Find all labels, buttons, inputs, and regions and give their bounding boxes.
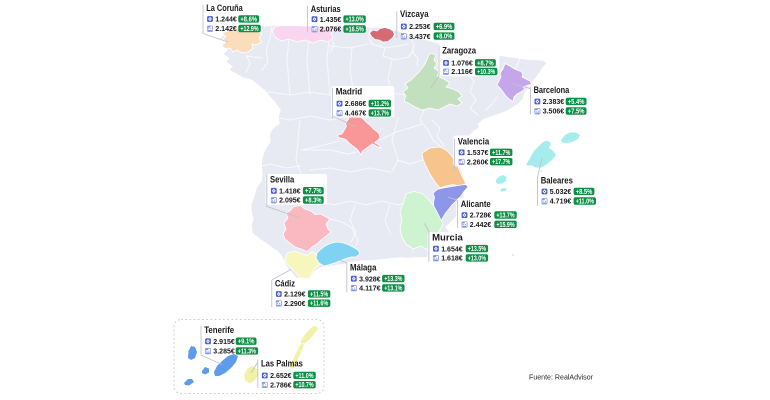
svg-text:2.383€: 2.383€	[543, 97, 565, 106]
svg-text:Asturias: Asturias	[311, 4, 341, 14]
svg-text:+11.2%: +11.2%	[371, 99, 390, 108]
svg-text:2.915€: 2.915€	[213, 337, 235, 346]
svg-text:+13.7%: +13.7%	[496, 211, 515, 220]
svg-text:2.142€: 2.142€	[215, 24, 237, 33]
svg-text:Zaragoza: Zaragoza	[442, 46, 476, 56]
svg-text:1.537€: 1.537€	[467, 148, 489, 157]
svg-text:+12.9%: +12.9%	[240, 24, 259, 33]
svg-text:+8.3%: +8.3%	[305, 196, 322, 205]
svg-text:+13.3%: +13.3%	[384, 274, 403, 283]
svg-text:+5.4%: +5.4%	[568, 97, 585, 106]
svg-text:La Coruña: La Coruña	[206, 3, 243, 13]
svg-text:Málaga: Málaga	[350, 263, 376, 273]
svg-text:+8.7%: +8.7%	[477, 58, 494, 67]
svg-text:1.654€: 1.654€	[441, 244, 463, 253]
svg-text:+7.5%: +7.5%	[568, 107, 585, 116]
svg-text:3.437€: 3.437€	[409, 32, 431, 41]
svg-text:2.290€: 2.290€	[284, 299, 306, 308]
svg-text:2.686€: 2.686€	[345, 99, 367, 108]
svg-text:2.652€: 2.652€	[270, 371, 292, 380]
svg-text:2.442€: 2.442€	[470, 220, 492, 229]
svg-text:+11.0%: +11.0%	[295, 371, 314, 380]
svg-text:4.117€: 4.117€	[359, 284, 381, 293]
svg-text:+8.0%: +8.0%	[436, 32, 453, 41]
svg-text:2.786€: 2.786€	[270, 380, 292, 389]
svg-text:+13.7%: +13.7%	[371, 108, 390, 117]
svg-text:+13.1%: +13.1%	[384, 283, 403, 292]
svg-text:+6.9%: +6.9%	[436, 22, 453, 31]
svg-text:3.285€: 3.285€	[213, 347, 235, 356]
svg-text:1.244€: 1.244€	[215, 15, 237, 24]
svg-text:Barcelona: Barcelona	[534, 85, 570, 95]
svg-text:+11.7%: +11.7%	[492, 148, 511, 157]
svg-text:3.506€: 3.506€	[543, 107, 565, 116]
svg-text:+8.6%: +8.6%	[240, 14, 257, 23]
svg-text:5.032€: 5.032€	[550, 187, 572, 196]
svg-text:Valencia: Valencia	[458, 136, 489, 146]
svg-text:+9.1%: +9.1%	[238, 337, 255, 346]
svg-text:Madrid: Madrid	[336, 87, 363, 97]
svg-text:+7.7%: +7.7%	[305, 186, 322, 195]
svg-text:+11.0%: +11.0%	[576, 197, 595, 206]
svg-text:+11.5%: +11.5%	[310, 289, 329, 298]
svg-text:1.076€: 1.076€	[451, 59, 473, 68]
svg-text:1.618€: 1.618€	[441, 254, 463, 263]
svg-text:4.719€: 4.719€	[550, 197, 572, 206]
svg-text:+11.6%: +11.6%	[310, 299, 329, 308]
svg-text:2.728€: 2.728€	[470, 211, 492, 220]
svg-text:Tenerife: Tenerife	[204, 325, 234, 335]
svg-text:Murcia: Murcia	[432, 233, 463, 243]
svg-text:2.095€: 2.095€	[279, 196, 301, 205]
svg-text:+15.9%: +15.9%	[496, 220, 515, 229]
svg-text:2.260€: 2.260€	[467, 157, 489, 166]
svg-text:+16.5%: +16.5%	[346, 25, 365, 34]
svg-text:2.116€: 2.116€	[451, 67, 473, 76]
svg-text:+17.7%: +17.7%	[492, 157, 511, 166]
svg-text:Alicante: Alicante	[461, 199, 491, 209]
svg-text:1.418€: 1.418€	[279, 186, 301, 195]
svg-text:2.076€: 2.076€	[320, 25, 342, 34]
svg-text:Cádiz: Cádiz	[275, 278, 296, 288]
svg-text:+13.0%: +13.0%	[346, 15, 365, 24]
svg-text:+10.7%: +10.7%	[295, 380, 314, 389]
svg-text:4.467€: 4.467€	[345, 109, 367, 118]
svg-text:2.253€: 2.253€	[409, 22, 431, 31]
svg-text:Baleares: Baleares	[541, 175, 573, 185]
svg-text:Las Palmas: Las Palmas	[261, 359, 303, 369]
svg-text:+13.0%: +13.0%	[468, 253, 487, 262]
svg-text:+13.5%: +13.5%	[468, 244, 487, 253]
svg-text:3.928€: 3.928€	[359, 274, 381, 283]
svg-text:Fuente: RealAdvisor: Fuente: RealAdvisor	[529, 373, 594, 382]
svg-text:+8.5%: +8.5%	[576, 187, 593, 196]
svg-text:2.129€: 2.129€	[284, 290, 306, 299]
svg-text:+11.3%: +11.3%	[238, 346, 257, 355]
svg-text:1.435€: 1.435€	[320, 15, 342, 24]
svg-text:+10.3%: +10.3%	[477, 67, 496, 76]
svg-text:Sevilla: Sevilla	[270, 175, 294, 185]
svg-text:Vizcaya: Vizcaya	[400, 9, 429, 19]
